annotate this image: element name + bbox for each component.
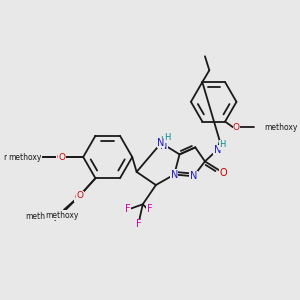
Text: methoxy: methoxy <box>265 123 298 132</box>
Text: F: F <box>136 220 142 230</box>
Text: F: F <box>147 204 153 214</box>
Text: O: O <box>74 193 81 202</box>
Text: N: N <box>160 141 167 151</box>
Text: N: N <box>214 145 221 155</box>
Text: O: O <box>233 123 240 132</box>
Text: O: O <box>57 152 64 161</box>
Text: H: H <box>160 136 167 145</box>
Text: H: H <box>219 140 226 149</box>
Text: N: N <box>158 138 165 148</box>
Text: N: N <box>190 171 197 181</box>
Text: methoxy: methoxy <box>46 211 79 220</box>
Text: O: O <box>76 191 83 200</box>
Text: methoxy: methoxy <box>25 212 59 221</box>
Text: methoxy: methoxy <box>3 152 37 161</box>
Text: O: O <box>220 168 227 178</box>
Text: H: H <box>164 133 170 142</box>
Text: methoxy: methoxy <box>8 152 41 161</box>
Text: N: N <box>171 169 178 179</box>
Text: F: F <box>125 204 131 214</box>
Text: O: O <box>59 152 66 161</box>
